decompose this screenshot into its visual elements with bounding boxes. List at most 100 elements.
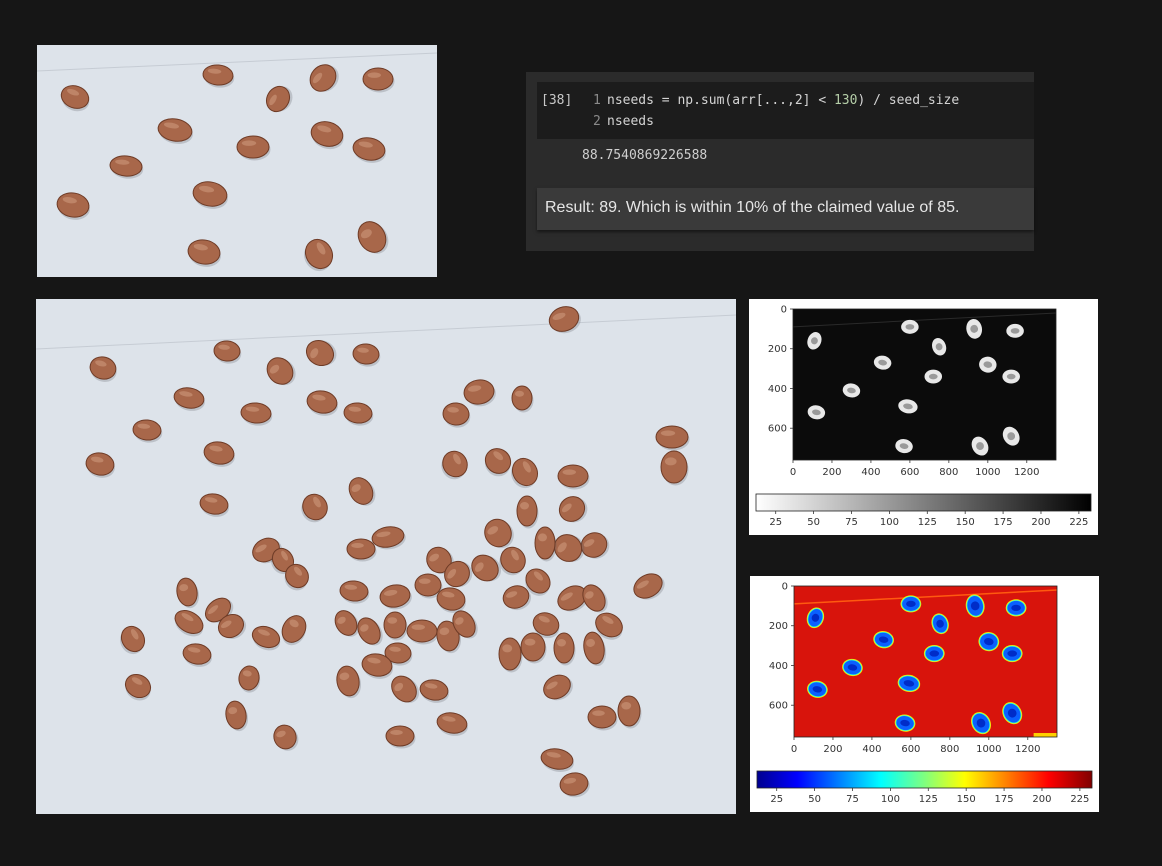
seed (516, 495, 539, 529)
seed (595, 612, 623, 640)
x-tick-label: 1000 (976, 744, 1001, 755)
seed (225, 700, 249, 732)
colorbar-tick-label: 75 (846, 794, 859, 805)
y-tick-label: 200 (768, 344, 787, 355)
seed (352, 137, 386, 163)
seed-blob (894, 714, 916, 732)
seed (444, 560, 473, 588)
seed-blob (807, 680, 828, 698)
y-tick-label: 0 (782, 582, 788, 593)
seed (362, 67, 395, 93)
seed (525, 568, 551, 596)
seed (132, 419, 163, 443)
seed (284, 563, 309, 591)
seed (271, 547, 295, 575)
y-tick-label: 0 (781, 305, 787, 316)
x-tick-label: 200 (822, 467, 841, 478)
x-tick-label: 800 (939, 467, 958, 478)
x-tick-label: 400 (861, 467, 880, 478)
seed (587, 705, 618, 731)
code-number-literal: 130 (833, 93, 858, 108)
seed (511, 385, 534, 413)
seed (436, 587, 466, 613)
seed (442, 402, 471, 428)
colorbar-tick-label: 25 (770, 794, 783, 805)
colorbar-tick-label: 175 (994, 517, 1013, 528)
seed (361, 653, 393, 679)
seed (583, 631, 607, 667)
seed (265, 85, 293, 113)
markdown-cell[interactable]: Result: 89. Which is within 10% of the c… (537, 188, 1034, 230)
colorbar (756, 770, 1093, 789)
seed-blob (924, 369, 943, 384)
seed (436, 620, 462, 654)
seed (281, 615, 307, 646)
seed (251, 625, 281, 651)
x-tick-label: 600 (900, 467, 919, 478)
line-number: 2 (593, 114, 601, 129)
seed (182, 643, 212, 667)
colorbar-tick-label: 150 (956, 517, 975, 528)
seed (540, 748, 574, 772)
seed (310, 121, 344, 150)
seed (213, 340, 242, 364)
seed (357, 221, 389, 254)
seed-blob (806, 607, 825, 629)
cell-output: 88.7540869226588 (582, 148, 708, 163)
y-tick-label: 200 (769, 621, 788, 632)
seed (582, 584, 608, 613)
seed (534, 526, 557, 562)
markdown-text: Result: 89. Which is within 10% of the c… (545, 199, 960, 216)
x-tick-label: 0 (791, 744, 797, 755)
seed (339, 580, 370, 604)
x-tick-label: 1000 (975, 467, 1000, 478)
seed (192, 181, 228, 209)
x-tick-label: 600 (901, 744, 920, 755)
seed (498, 637, 523, 673)
colorbar-tick-label: 100 (881, 794, 900, 805)
seed (203, 441, 235, 467)
seed (406, 619, 439, 645)
seed-blob (842, 658, 863, 677)
seed-blob (1005, 599, 1027, 617)
seed-blob (1002, 702, 1023, 725)
seed (266, 357, 296, 386)
seed (157, 118, 193, 144)
x-tick-label: 800 (940, 744, 959, 755)
seed (346, 538, 377, 562)
y-tick-label: 400 (768, 384, 787, 395)
seed (502, 585, 532, 611)
y-tick-label: 400 (769, 661, 788, 672)
colorbar-tick-label: 225 (1070, 794, 1089, 805)
seed (559, 772, 590, 798)
seed-blob (923, 644, 945, 663)
seed (379, 584, 412, 610)
seed-blob (1002, 369, 1020, 384)
jet-image-plot: 0 200 400 600 800 1000 1200 0 200 400 600 25 50 75 100… (750, 576, 1099, 812)
seed (85, 452, 115, 478)
x-tick-label: 400 (862, 744, 881, 755)
notebook-panel: [38] 1 nseeds = np.sum(arr[...,2] < 130) … (526, 72, 1034, 251)
seed (348, 477, 376, 506)
jet-plot-canvas: 0 200 400 600 800 1000 1200 0 200 400 600 25 50 75 100… (756, 582, 1093, 805)
seed (484, 448, 512, 477)
code-cell[interactable]: [38] 1 nseeds = np.sum(arr[...,2] < 130) … (537, 82, 1034, 139)
y-tick-label: 600 (768, 424, 787, 435)
seed (436, 712, 468, 736)
colorbar-tick-label: 100 (880, 517, 899, 528)
code-line-1: 1 nseeds = np.sum(arr[...,2] < 130) / see… (593, 93, 959, 108)
seed-blob (966, 318, 983, 339)
seed (414, 573, 443, 599)
seed (240, 402, 273, 426)
line-number: 1 (593, 93, 601, 108)
seed (236, 135, 271, 161)
seed-blob (1001, 644, 1023, 663)
seed (660, 450, 689, 486)
seed-blob (971, 436, 989, 456)
seed-photo-small-canvas (37, 52, 437, 272)
seed (553, 632, 576, 666)
seed (109, 155, 144, 179)
colorbar-tick-label: 175 (995, 794, 1014, 805)
seed (343, 402, 374, 426)
seed-blob (979, 356, 997, 373)
